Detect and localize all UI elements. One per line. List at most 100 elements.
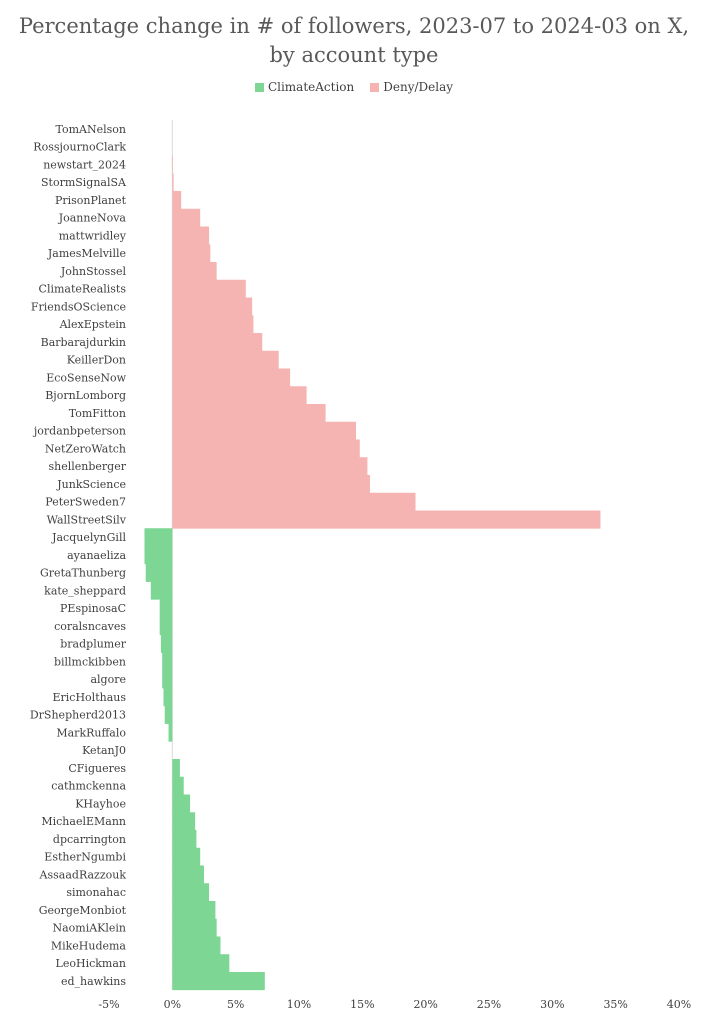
bar-assaadrazzouk: [172, 865, 204, 884]
bar-friendsoscience: [172, 297, 253, 316]
category-label-jacquelyngill: JacquelynGill: [51, 531, 126, 544]
bar-joannenova: [172, 208, 201, 227]
bar-michaelemann: [172, 812, 196, 831]
category-label-wallstreetsilv: WallStreetSilv: [47, 513, 127, 526]
bar-khayhoe: [172, 794, 191, 813]
category-label-stormsignalsa: StormSignalSA: [41, 176, 127, 189]
bar-mattwridley: [172, 226, 210, 245]
category-label-netzerowatch: NetZeroWatch: [45, 442, 126, 455]
x-tick-label-35-: 35%: [603, 998, 627, 1011]
bar-georgemonbiot: [172, 901, 216, 920]
chart-title-line-1: Percentage change in # of followers, 202…: [18, 14, 690, 38]
bar-bradplumer: [160, 634, 173, 653]
bar-petersweden7: [172, 492, 416, 511]
category-label-newstart-2024: newstart_2024: [43, 158, 126, 171]
category-label-ketanj0: KetanJ0: [82, 744, 126, 757]
bar-jacquelyngill: [144, 528, 173, 547]
category-label-cathmckenna: cathmckenna: [51, 780, 126, 793]
bar-johnstossel: [172, 262, 217, 281]
category-label-bradplumer: bradplumer: [60, 638, 126, 651]
legend-swatch-deny-delay: [370, 82, 380, 92]
bar-drshepherd2013: [164, 705, 173, 724]
category-label-georgemonbiot: GeorgeMonbiot: [39, 904, 127, 917]
bar-stormsignalsa: [172, 173, 174, 192]
bar-leohickman: [172, 954, 230, 973]
category-label-tomfitton: TomFitton: [69, 407, 126, 420]
bar-ecosensenow: [172, 368, 291, 387]
bar-junkscience: [172, 475, 370, 494]
bar-simonahac: [172, 883, 210, 902]
category-label-mattwridley: mattwridley: [59, 229, 127, 242]
bar-newstart-2024: [172, 155, 173, 174]
category-label-friendsoscience: FriendsOScience: [31, 300, 126, 313]
bar-keillerdon: [172, 350, 279, 369]
bar-kate-sheppard: [150, 581, 173, 600]
category-label-michaelemann: MichaelEMann: [41, 815, 126, 828]
category-label-ericholthaus: EricHolthaus: [53, 691, 127, 704]
bar-coralsncaves: [159, 617, 173, 636]
legend-label-climateaction: ClimateAction: [267, 80, 355, 94]
bar-bjornlomborg: [172, 386, 307, 405]
category-label-shellenberger: shellenberger: [49, 460, 127, 473]
bar-ericholthaus: [163, 688, 173, 707]
bar-markruffalo: [168, 723, 173, 742]
bar-shellenberger: [172, 457, 368, 476]
bar-alexepstein: [172, 315, 254, 334]
x-tick-label-30-: 30%: [540, 998, 564, 1011]
bar-naomiaklein: [172, 918, 217, 937]
category-label-tomanelson: TomANelson: [56, 123, 127, 136]
category-label-assaadrazzouk: AssaadRazzouk: [39, 868, 127, 881]
category-label-petersweden7: PeterSweden7: [45, 496, 126, 509]
bar-ayanaeliza: [144, 546, 173, 565]
category-label-naomiaklein: NaomiAKlein: [52, 922, 126, 935]
legend-label-deny-delay: Deny/Delay: [383, 80, 454, 94]
category-label-mikehudema: MikeHudema: [51, 939, 127, 952]
category-label-markruffalo: MarkRuffalo: [56, 726, 126, 739]
bar-jordanbpeterson: [172, 421, 356, 440]
category-label-johnstossel: JohnStossel: [60, 265, 127, 278]
chart-title: Percentage change in # of followers, 202…: [0, 12, 708, 70]
category-label-joannenova: JoanneNova: [58, 212, 127, 225]
category-label-gretathunberg: GretaThunberg: [40, 567, 126, 580]
category-label-jamesmelville: JamesMelville: [47, 247, 126, 260]
category-label-cfigueres: CFigueres: [68, 762, 126, 775]
bar-wallstreetsilv: [172, 510, 601, 529]
x-tick-label-5-: 5%: [227, 998, 244, 1011]
category-label-leohickman: LeoHickman: [56, 957, 126, 970]
category-label-rossjournoclark: RossjournoClark: [33, 141, 126, 154]
category-label-coralsncaves: coralsncaves: [54, 620, 126, 633]
bar-pespinosac: [159, 599, 173, 618]
bar-jamesmelville: [172, 244, 211, 263]
category-label-kate-sheppard: kate_sheppard: [44, 584, 126, 597]
bar-algore: [162, 670, 173, 689]
x-tick-label-25-: 25%: [477, 998, 501, 1011]
bar-billmckibben: [162, 652, 173, 671]
x-tick-label-10-: 10%: [287, 998, 311, 1011]
legend-item-deny-delay: Deny/Delay: [370, 80, 453, 94]
category-label-khayhoe: KHayhoe: [75, 797, 126, 810]
chart-legend: ClimateAction Deny/Delay: [0, 80, 708, 94]
category-label-alexepstein: AlexEpstein: [59, 318, 126, 331]
x-tick-label-40-: 40%: [667, 998, 691, 1011]
x-tick-label-20-: 20%: [413, 998, 437, 1011]
bar-ed-hawkins: [172, 972, 265, 991]
bar-mikehudema: [172, 936, 221, 955]
bar-cathmckenna: [172, 776, 184, 795]
legend-swatch-climateaction: [254, 82, 264, 92]
bar-climaterealists: [172, 279, 246, 298]
category-label-pespinosac: PEspinosaC: [60, 602, 126, 615]
x-tick-label-0-: 0%: [164, 998, 181, 1011]
bar-cfigueres: [172, 759, 180, 778]
bar-estherngumbi: [172, 847, 201, 866]
category-label-ayanaeliza: ayanaeliza: [67, 549, 126, 562]
category-label-dpcarrington: dpcarrington: [53, 833, 126, 846]
category-label-barbarajdurkin: Barbarajdurkin: [41, 336, 126, 349]
category-label-ed-hawkins: ed_hawkins: [61, 975, 126, 988]
category-label-ecosensenow: EcoSenseNow: [46, 371, 126, 384]
bar-tomfitton: [172, 404, 326, 423]
category-label-prisonplanet: PrisonPlanet: [55, 194, 127, 207]
category-label-keillerdon: KeillerDon: [67, 354, 126, 367]
x-tick-label--5-: -5%: [98, 998, 119, 1011]
legend-item-climateaction: ClimateAction: [254, 80, 355, 94]
category-label-algore: algore: [90, 673, 126, 686]
